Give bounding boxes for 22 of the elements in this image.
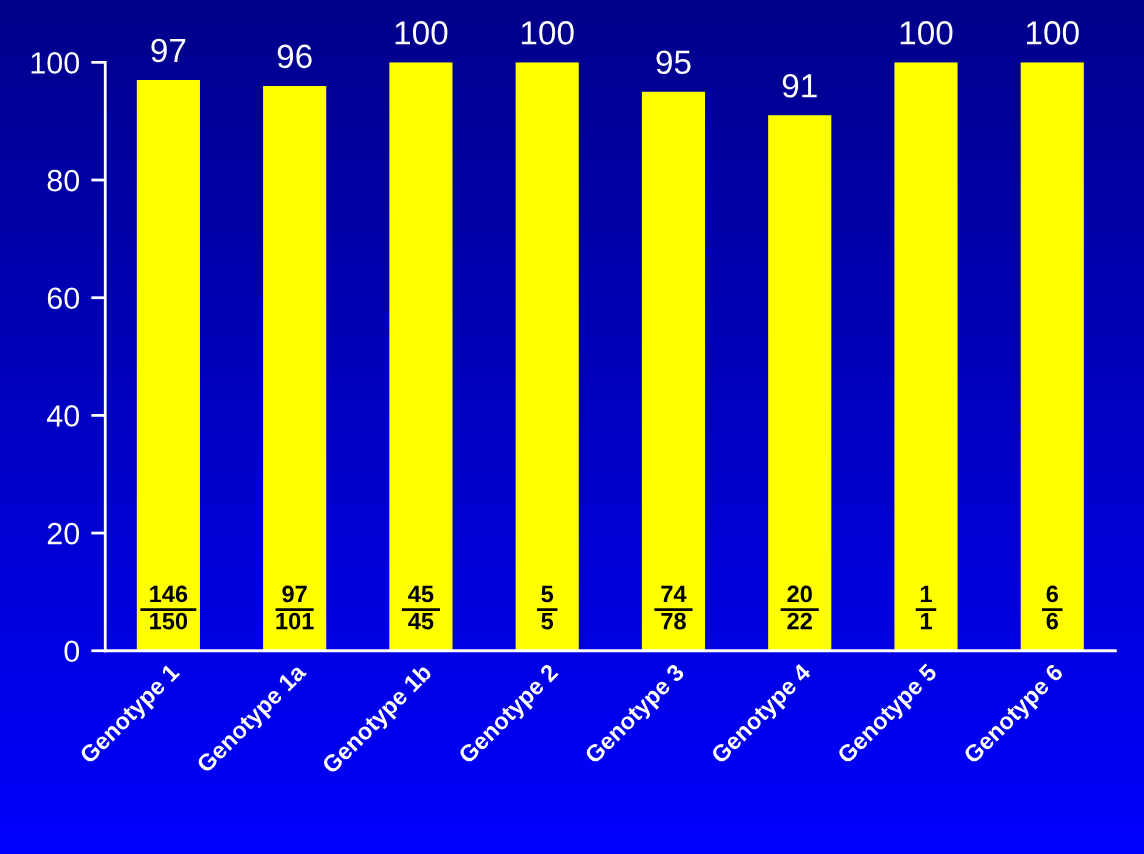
annotation: 20 22 [787,585,812,630]
annotation: 146 150 [150,585,188,630]
annotation: 5 5 [541,585,554,630]
y-tick-label: 20 [47,522,80,545]
y-tick-label: 100 [31,52,80,74]
data-label: 91 [782,73,817,98]
y-tick-label: 40 [46,405,80,427]
data-label: 100 [900,21,953,45]
annotation: 97 101 [276,585,314,630]
annotation: 45 45 [408,585,434,630]
data-label: 96 [277,44,312,69]
data-label: 100 [1027,21,1079,45]
data-label: 95 [656,50,691,75]
annotation: 74 78 [661,585,687,630]
annotation: 1 1 [920,585,932,630]
y-tick-label: 80 [47,169,80,192]
y-tick-label: 0 [64,640,80,663]
annotation: 6 6 [1046,585,1058,630]
y-tick-label: 60 [47,287,80,310]
data-label: 100 [395,21,448,45]
data-label: 97 [151,38,186,63]
data-label: 100 [521,21,574,45]
